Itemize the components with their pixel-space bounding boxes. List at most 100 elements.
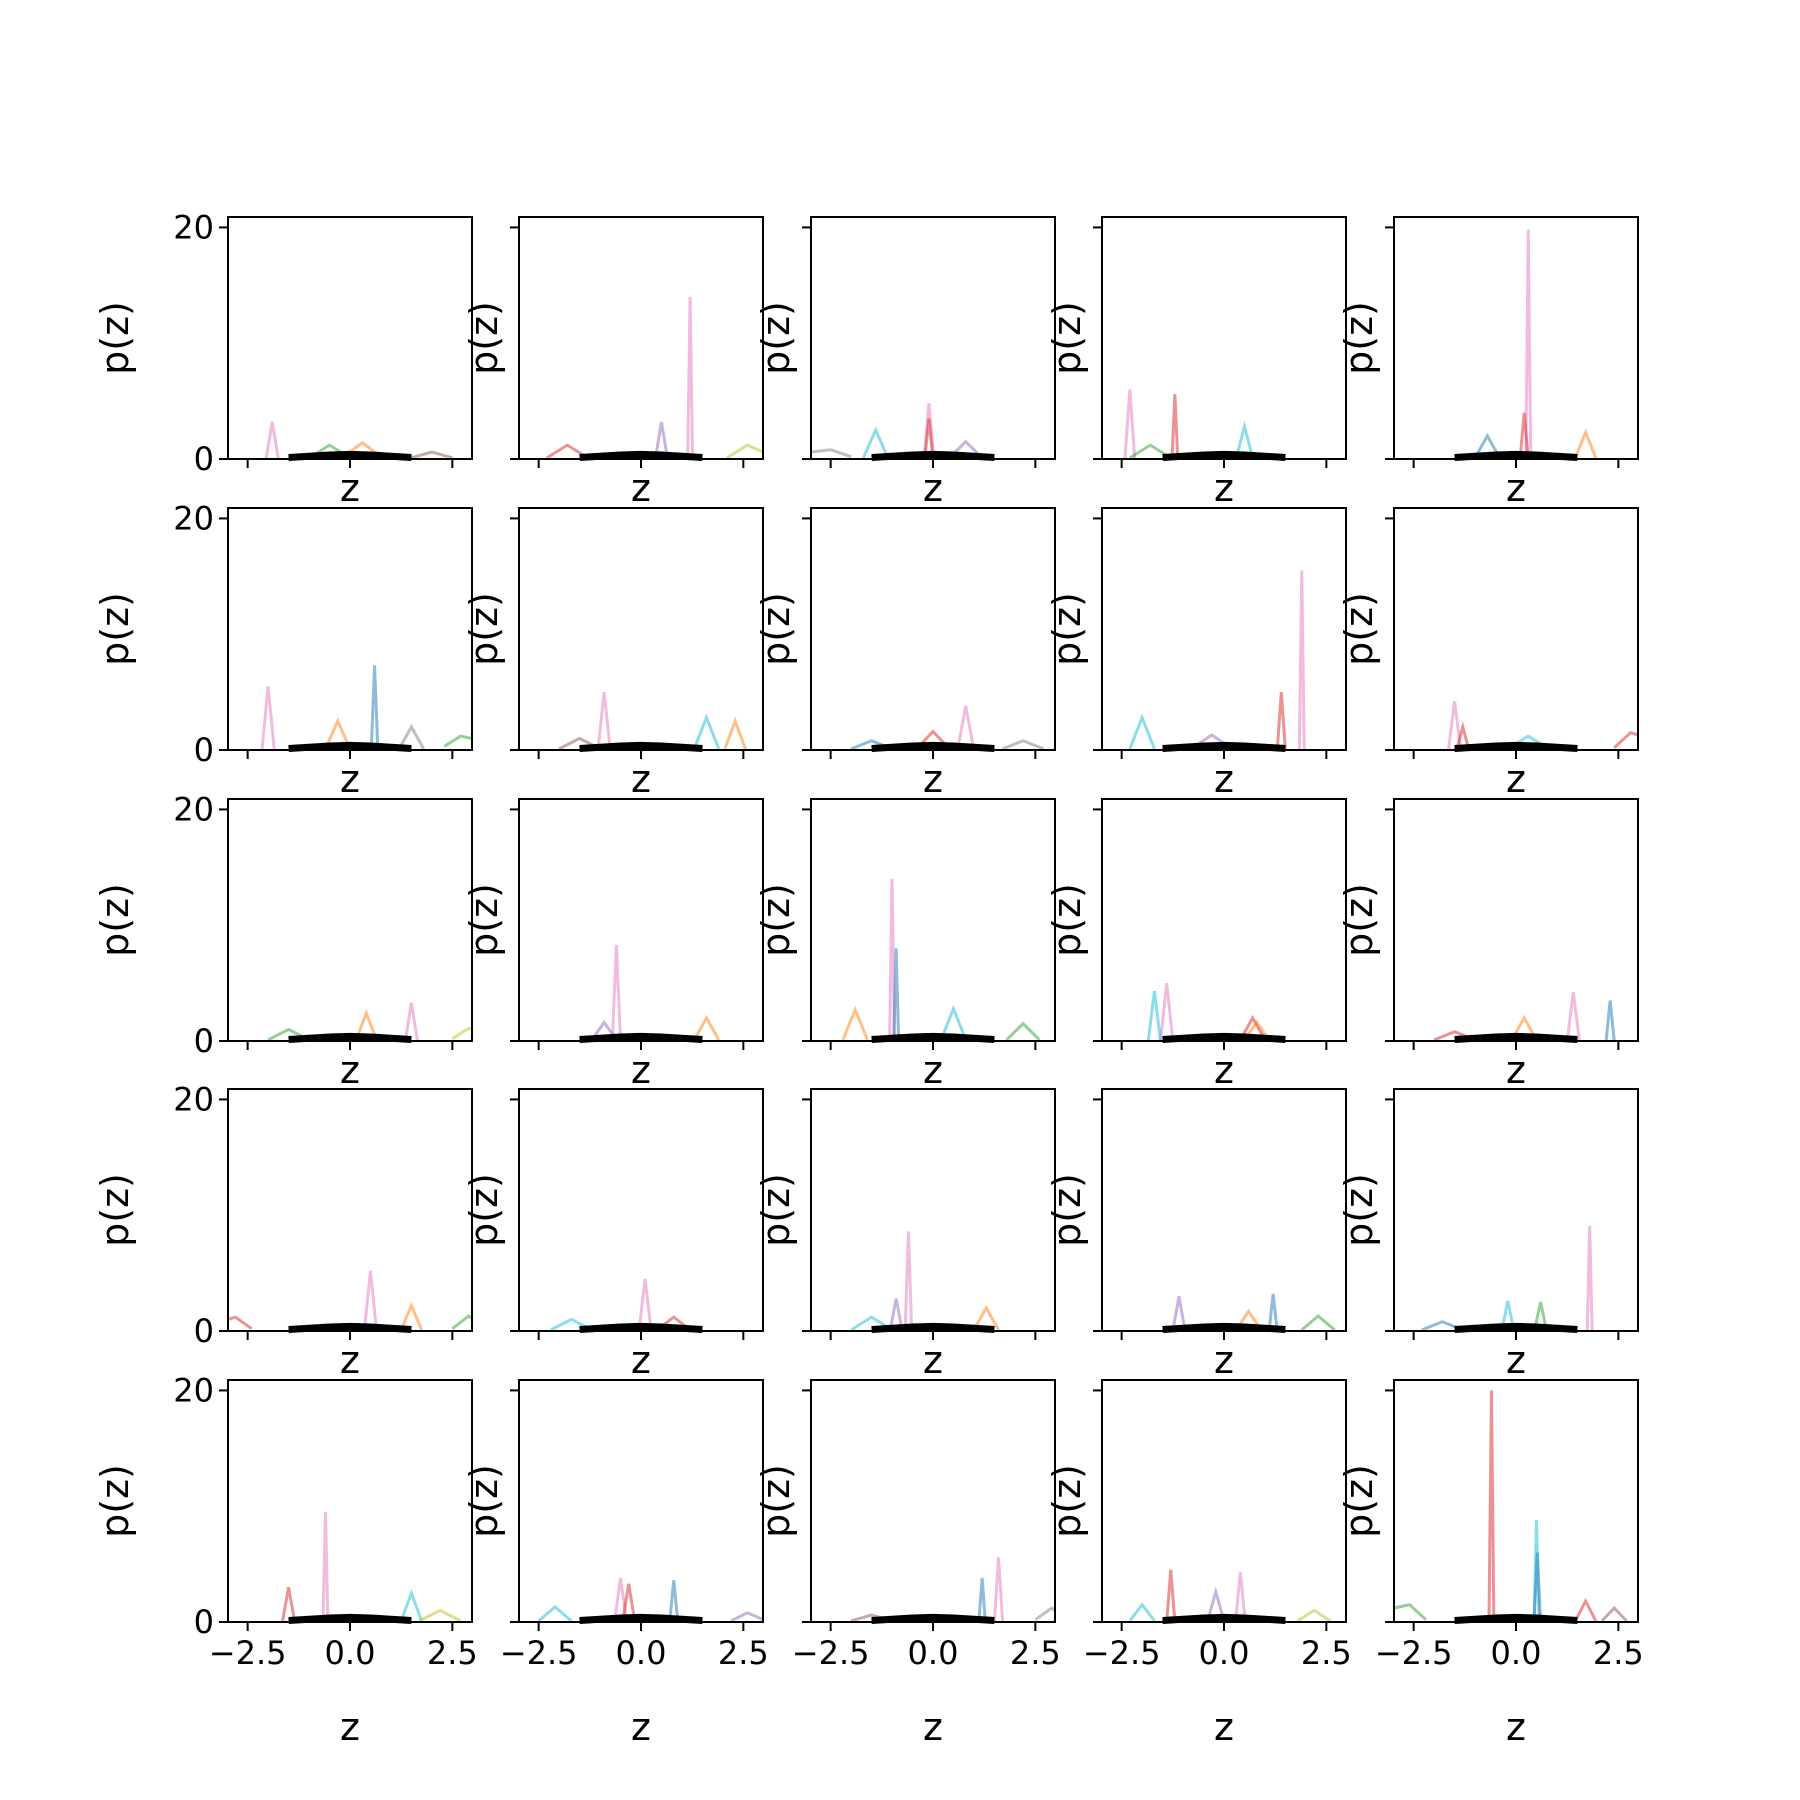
hist-line bbox=[871, 1322, 995, 1333]
hist-line bbox=[1123, 389, 1137, 460]
y-axis-label: p(z) bbox=[462, 883, 506, 957]
y-tick-label: 20 bbox=[173, 790, 214, 828]
hist-line bbox=[992, 1557, 1005, 1623]
hist-line bbox=[1165, 1569, 1177, 1623]
axes-background bbox=[1102, 217, 1346, 459]
hist-line bbox=[579, 741, 703, 752]
subplot: z p(z) bbox=[1045, 507, 1347, 801]
subplot: z p(z) bbox=[754, 507, 1056, 801]
hist-line bbox=[579, 450, 703, 461]
axes-background bbox=[519, 508, 763, 750]
axes-background bbox=[1394, 1380, 1638, 1622]
axes-background bbox=[811, 1089, 1055, 1331]
hist-line bbox=[1532, 1552, 1543, 1623]
axes-background bbox=[228, 1089, 472, 1331]
subplot: z p(z) bbox=[1337, 507, 1639, 801]
hist-line bbox=[723, 716, 747, 750]
y-axis-label: p(z) bbox=[754, 1173, 798, 1247]
x-tick-label: 2.5 bbox=[1593, 1634, 1644, 1672]
hist-line bbox=[1454, 1322, 1578, 1333]
y-axis-label: p(z) bbox=[93, 1173, 137, 1247]
hist-line bbox=[1128, 713, 1156, 750]
x-tick-label: −2.5 bbox=[1083, 1634, 1161, 1672]
axes-background bbox=[1394, 217, 1638, 459]
x-tick-label: 0.0 bbox=[1199, 1634, 1250, 1672]
hist-line bbox=[354, 1009, 379, 1041]
axes-background bbox=[228, 217, 472, 459]
hist-line bbox=[888, 1298, 904, 1332]
subplot: 0 20 z p(z) bbox=[93, 790, 473, 1092]
y-axis-label: p(z) bbox=[1337, 1173, 1381, 1247]
hist-line bbox=[1002, 739, 1045, 751]
hist-line bbox=[362, 1270, 379, 1332]
hist-line bbox=[288, 1032, 412, 1043]
hist-line bbox=[1162, 741, 1286, 752]
hist-line bbox=[537, 1604, 573, 1622]
x-axis-label: z bbox=[631, 466, 651, 510]
x-tick-label: 2.5 bbox=[1010, 1634, 1061, 1672]
hist-line bbox=[939, 1004, 968, 1041]
hist-line bbox=[260, 686, 276, 751]
hist-line bbox=[1162, 1032, 1286, 1043]
axes-background bbox=[1102, 1380, 1346, 1622]
axes-background bbox=[811, 799, 1055, 1041]
hist-line bbox=[1487, 1390, 1496, 1623]
hist-line bbox=[1146, 991, 1163, 1042]
hist-line bbox=[686, 296, 695, 460]
y-axis-label: p(z) bbox=[462, 1464, 506, 1538]
hist-line bbox=[411, 450, 453, 460]
hist-line bbox=[1034, 1606, 1056, 1621]
hist-line bbox=[1500, 1300, 1516, 1332]
subplot: z p(z) bbox=[462, 1088, 764, 1382]
hist-line bbox=[1604, 1000, 1616, 1042]
axes-background bbox=[811, 1380, 1055, 1622]
y-axis-label: p(z) bbox=[1337, 1464, 1381, 1538]
y-tick-label: 0 bbox=[194, 1022, 214, 1060]
hist-line bbox=[726, 443, 764, 460]
x-axis-label: z bbox=[1214, 1338, 1234, 1382]
y-axis-label: p(z) bbox=[1337, 883, 1381, 957]
hist-line bbox=[288, 1613, 412, 1624]
hist-line bbox=[1162, 1322, 1286, 1333]
subplot: z p(z) bbox=[462, 216, 764, 510]
subplot: 0 20 z p(z) bbox=[93, 1080, 473, 1382]
x-axis-label: z bbox=[340, 466, 360, 510]
hist-line bbox=[288, 1322, 412, 1333]
y-axis-label: p(z) bbox=[754, 301, 798, 375]
hist-line bbox=[1473, 432, 1501, 459]
y-axis-label: p(z) bbox=[754, 883, 798, 957]
x-axis-label: z bbox=[340, 757, 360, 801]
hist-line bbox=[1162, 450, 1286, 461]
hist-line bbox=[1455, 720, 1471, 751]
subplot: −2.5 0.0 2.5 0 20 z p(z) bbox=[93, 1371, 478, 1749]
y-tick-label: 20 bbox=[173, 499, 214, 537]
axes-background bbox=[228, 508, 472, 750]
x-axis-label: z bbox=[1214, 466, 1234, 510]
subplot: z p(z) bbox=[1045, 798, 1347, 1092]
hist-line bbox=[399, 1588, 424, 1622]
hist-line bbox=[668, 1580, 680, 1623]
hist-line bbox=[1234, 420, 1255, 459]
hist-line bbox=[871, 1613, 995, 1624]
hist-line bbox=[369, 665, 380, 751]
x-axis-label: z bbox=[631, 757, 651, 801]
hist-line bbox=[871, 1032, 995, 1043]
hist-line bbox=[280, 1586, 297, 1623]
axes-background bbox=[519, 1380, 763, 1622]
hist-line bbox=[1393, 1602, 1427, 1621]
x-axis-label: z bbox=[1214, 1048, 1234, 1092]
y-axis-label: p(z) bbox=[462, 301, 506, 375]
y-axis-label: p(z) bbox=[754, 592, 798, 666]
x-axis-label: z bbox=[923, 1048, 943, 1092]
x-axis-label: z bbox=[1214, 757, 1234, 801]
hist-line bbox=[1574, 1597, 1598, 1622]
hist-line bbox=[397, 723, 425, 750]
hist-line bbox=[977, 1577, 987, 1623]
hist-line bbox=[1171, 1295, 1187, 1332]
y-axis-label: p(z) bbox=[462, 592, 506, 666]
y-axis-label: p(z) bbox=[93, 592, 137, 666]
hist-line bbox=[862, 426, 890, 459]
y-tick-label: 20 bbox=[173, 208, 214, 246]
x-tick-label: 2.5 bbox=[1301, 1634, 1352, 1672]
